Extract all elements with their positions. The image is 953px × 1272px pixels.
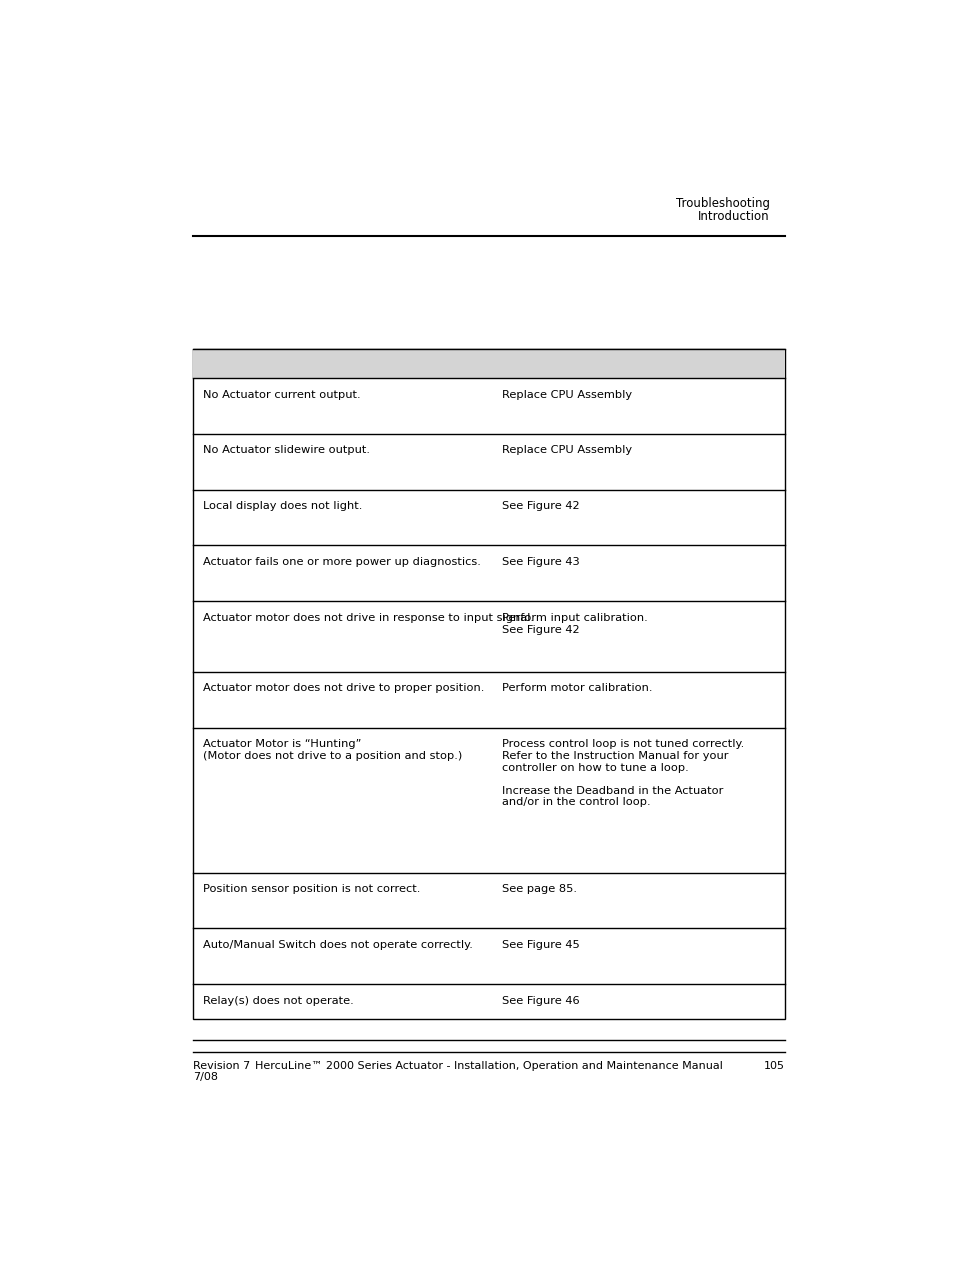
Text: See Figure 45: See Figure 45: [501, 940, 579, 950]
Text: Actuator Motor is “Hunting”
(Motor does not drive to a position and stop.): Actuator Motor is “Hunting” (Motor does …: [203, 739, 461, 761]
Text: Local display does not light.: Local display does not light.: [203, 501, 362, 511]
Bar: [193, 349, 783, 378]
Text: No Actuator slidewire output.: No Actuator slidewire output.: [203, 445, 370, 455]
Text: Process control loop is not tuned correctly.
Refer to the Instruction Manual for: Process control loop is not tuned correc…: [501, 739, 743, 808]
Text: 105: 105: [762, 1061, 783, 1071]
Text: Perform motor calibration.: Perform motor calibration.: [501, 683, 652, 693]
Text: See Figure 46: See Figure 46: [501, 996, 579, 1006]
Text: Troubleshooting: Troubleshooting: [675, 197, 769, 210]
Text: Introduction: Introduction: [698, 210, 769, 223]
Text: Replace CPU Assembly: Replace CPU Assembly: [501, 445, 632, 455]
Text: Actuator motor does not drive to proper position.: Actuator motor does not drive to proper …: [203, 683, 484, 693]
Text: Actuator motor does not drive in response to input signal.: Actuator motor does not drive in respons…: [203, 613, 534, 623]
Text: Replace CPU Assembly: Replace CPU Assembly: [501, 389, 632, 399]
Text: See Figure 43: See Figure 43: [501, 557, 579, 567]
Text: See Figure 42: See Figure 42: [501, 501, 579, 511]
Text: No Actuator current output.: No Actuator current output.: [203, 389, 360, 399]
Text: Auto/Manual Switch does not operate correctly.: Auto/Manual Switch does not operate corr…: [203, 940, 472, 950]
Text: See page 85.: See page 85.: [501, 884, 577, 894]
Text: HercuLine™ 2000 Series Actuator - Installation, Operation and Maintenance Manual: HercuLine™ 2000 Series Actuator - Instal…: [254, 1061, 722, 1071]
Bar: [193, 349, 783, 1019]
Text: Actuator fails one or more power up diagnostics.: Actuator fails one or more power up diag…: [203, 557, 480, 567]
Text: Perform input calibration.
See Figure 42: Perform input calibration. See Figure 42: [501, 613, 647, 635]
Text: Position sensor position is not correct.: Position sensor position is not correct.: [203, 884, 419, 894]
Text: Revision 7
7/08: Revision 7 7/08: [193, 1061, 251, 1082]
Text: Relay(s) does not operate.: Relay(s) does not operate.: [203, 996, 354, 1006]
